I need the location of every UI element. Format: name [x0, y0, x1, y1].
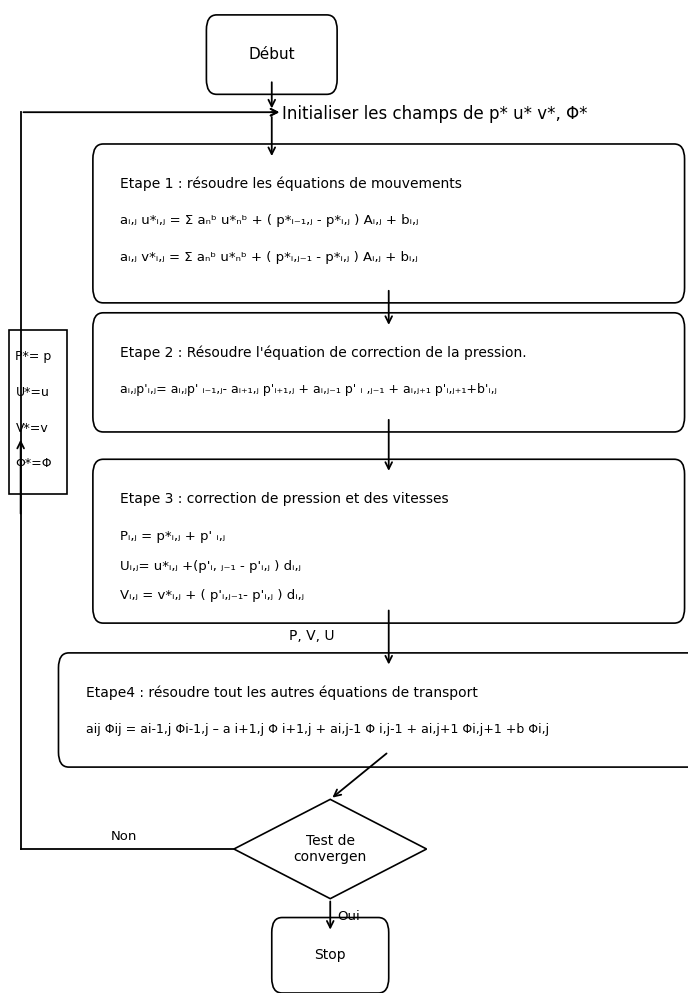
FancyBboxPatch shape: [93, 459, 685, 624]
Text: Uᵢ,ⱼ= u*ᵢ,ⱼ +(p'ᵢ, ⱼ₋₁ - p'ᵢ,ⱼ ) dᵢ,ⱼ: Uᵢ,ⱼ= u*ᵢ,ⱼ +(p'ᵢ, ⱼ₋₁ - p'ᵢ,ⱼ ) dᵢ,ⱼ: [120, 560, 301, 573]
Text: Etape4 : résoudre tout les autres équations de transport: Etape4 : résoudre tout les autres équati…: [86, 686, 478, 700]
Text: Début: Début: [248, 47, 295, 63]
FancyBboxPatch shape: [206, 15, 337, 94]
Text: Etape 2 : Résoudre l'équation de correction de la pression.: Etape 2 : Résoudre l'équation de correct…: [120, 346, 527, 360]
Text: Pᵢ,ⱼ = p*ᵢ,ⱼ + p' ᵢ,ⱼ: Pᵢ,ⱼ = p*ᵢ,ⱼ + p' ᵢ,ⱼ: [120, 530, 226, 543]
FancyBboxPatch shape: [58, 653, 688, 767]
FancyBboxPatch shape: [93, 313, 685, 432]
Text: U*=u: U*=u: [15, 386, 50, 399]
Text: Non: Non: [111, 829, 137, 843]
Text: P*= p: P*= p: [15, 351, 52, 363]
Text: aij Φij = ai-1,j Φi-1,j – a i+1,j Φ i+1,j + ai,j-1 Φ i,j-1 + ai,j+1 Φi,j+1 +b Φi: aij Φij = ai-1,j Φi-1,j – a i+1,j Φ i+1,…: [86, 723, 549, 737]
Text: aᵢ,ⱼ v*ᵢ,ⱼ = Σ aₙᵇ u*ₙᵇ + ( p*ᵢ,ⱼ₋₁ - p*ᵢ,ⱼ ) Aᵢ,ⱼ + bᵢ,ⱼ: aᵢ,ⱼ v*ᵢ,ⱼ = Σ aₙᵇ u*ₙᵇ + ( p*ᵢ,ⱼ₋₁ - p*…: [120, 251, 418, 264]
FancyBboxPatch shape: [272, 918, 389, 993]
Text: Oui: Oui: [337, 910, 360, 923]
Polygon shape: [234, 799, 427, 899]
Text: P, V, U: P, V, U: [289, 629, 334, 642]
Text: aᵢ,ⱼp'ᵢ,ⱼ= aᵢ,ⱼp' ᵢ₋₁,ⱼ- aᵢ₊₁,ⱼ p'ᵢ₊₁,ⱼ + aᵢ,ⱼ₋₁ p' ᵢ ,ⱼ₋₁ + aᵢ,ⱼ₊₁ p'ᵢ,ⱼ₊₁+b'ᵢ,: aᵢ,ⱼp'ᵢ,ⱼ= aᵢ,ⱼp' ᵢ₋₁,ⱼ- aᵢ₊₁,ⱼ p'ᵢ₊₁,ⱼ …: [120, 383, 497, 396]
Text: Stop: Stop: [314, 948, 346, 962]
Text: Φ*=Φ: Φ*=Φ: [15, 457, 52, 471]
FancyBboxPatch shape: [93, 144, 685, 303]
FancyBboxPatch shape: [8, 330, 67, 495]
Text: Initialiser les champs de p* u* v*, Φ*: Initialiser les champs de p* u* v*, Φ*: [282, 105, 588, 123]
Text: V*=v: V*=v: [15, 421, 48, 435]
Text: aᵢ,ⱼ u*ᵢ,ⱼ = Σ aₙᵇ u*ₙᵇ + ( p*ᵢ₋₁,ⱼ - p*ᵢ,ⱼ ) Aᵢ,ⱼ + bᵢ,ⱼ: aᵢ,ⱼ u*ᵢ,ⱼ = Σ aₙᵇ u*ₙᵇ + ( p*ᵢ₋₁,ⱼ - p*…: [120, 214, 419, 227]
Text: Etape 1 : résoudre les équations de mouvements: Etape 1 : résoudre les équations de mouv…: [120, 177, 462, 192]
Text: Test de
convergen: Test de convergen: [294, 834, 367, 864]
Text: Vᵢ,ⱼ = v*ᵢ,ⱼ + ( p'ᵢ,ⱼ₋₁- p'ᵢ,ⱼ ) dᵢ,ⱼ: Vᵢ,ⱼ = v*ᵢ,ⱼ + ( p'ᵢ,ⱼ₋₁- p'ᵢ,ⱼ ) dᵢ,ⱼ: [120, 590, 305, 603]
Text: Etape 3 : correction de pression et des vitesses: Etape 3 : correction de pression et des …: [120, 493, 449, 506]
